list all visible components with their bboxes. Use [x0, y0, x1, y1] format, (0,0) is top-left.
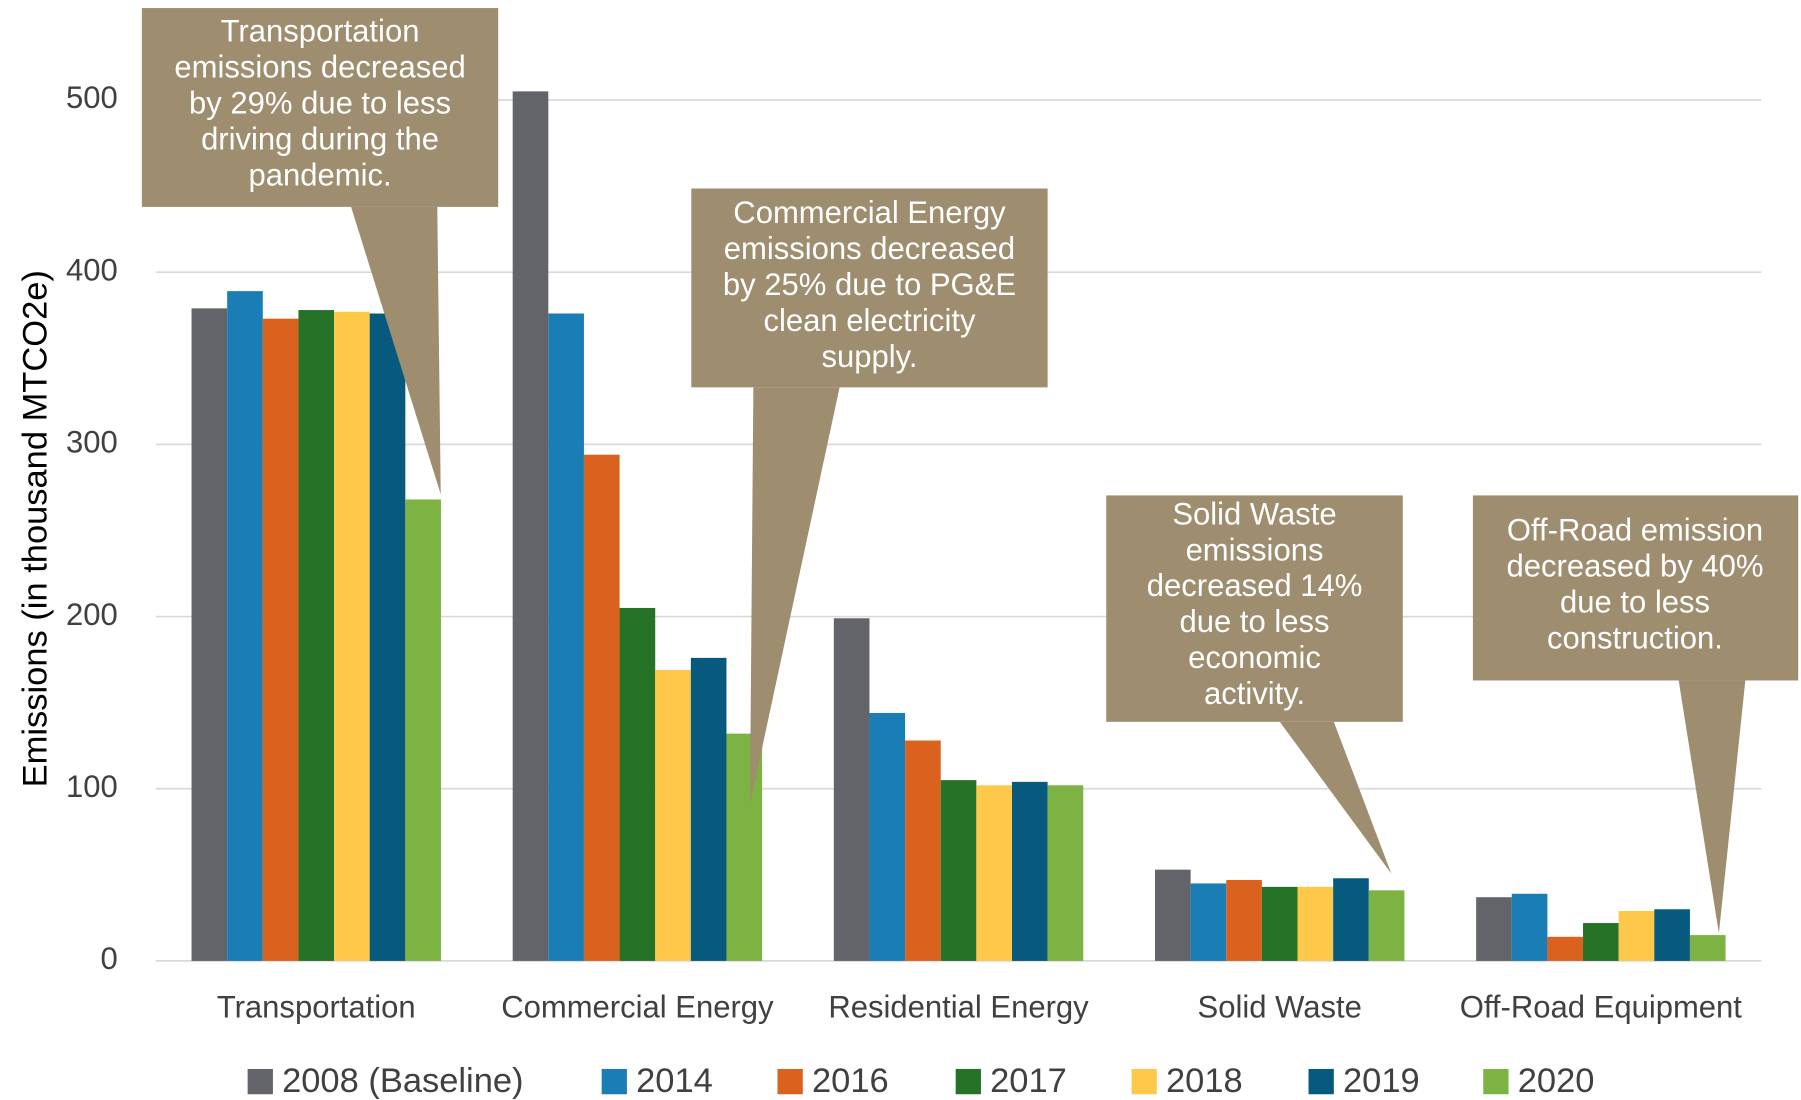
callout-text: Transportation — [221, 14, 420, 49]
callout-text: due to less — [1560, 584, 1710, 619]
legend-label: 2019 — [1343, 1062, 1420, 1100]
callout-text: emissions — [1186, 532, 1324, 567]
y-tick-label: 500 — [66, 80, 118, 115]
bar — [1011, 781, 1048, 961]
x-tick-label: Transportation — [217, 989, 416, 1024]
y-tick-label: 200 — [66, 597, 118, 632]
callout-text: economic — [1188, 640, 1321, 675]
bar — [1261, 886, 1298, 961]
callout-pointer — [351, 206, 441, 495]
bar — [334, 311, 370, 961]
bar — [869, 712, 906, 961]
y-tick-label: 400 — [66, 252, 118, 287]
bar — [833, 618, 870, 961]
bar — [262, 318, 299, 961]
legend-label: 2008 (Baseline) — [282, 1062, 523, 1100]
legend-swatch — [1308, 1068, 1334, 1095]
legend-swatch — [955, 1068, 981, 1095]
legend-label: 2017 — [990, 1062, 1067, 1100]
callout-text: emissions decreased — [174, 50, 465, 85]
callout-text: Commercial Energy — [733, 195, 1006, 230]
bar — [619, 607, 656, 961]
bar — [976, 785, 1012, 961]
legend-swatch — [1131, 1068, 1157, 1095]
bar — [905, 740, 941, 961]
bar — [1476, 897, 1512, 961]
x-tick-label: Commercial Energy — [501, 989, 774, 1024]
legend-label: 2016 — [812, 1062, 889, 1100]
bar — [1190, 883, 1227, 961]
callout-box — [1106, 495, 1403, 722]
callout-text: by 29% due to less — [189, 85, 451, 120]
bar — [298, 310, 335, 961]
callout-text: due to less — [1180, 604, 1330, 639]
callout-text: pandemic. — [248, 157, 391, 192]
bar — [548, 313, 584, 961]
x-tick-label: Solid Waste — [1198, 989, 1362, 1024]
callout-pointer — [749, 387, 840, 805]
bar — [1368, 890, 1405, 961]
bar — [1689, 935, 1726, 961]
callout-box — [1472, 495, 1799, 681]
callout-text: Off-Road emission — [1507, 512, 1763, 547]
bar — [1583, 923, 1619, 961]
bar — [1226, 879, 1262, 961]
bar — [227, 291, 263, 961]
y-axis-label: Emissions (in thousand MTCO2e) — [16, 270, 54, 787]
legend-label: 2018 — [1166, 1062, 1243, 1100]
callout-text: construction. — [1547, 620, 1723, 655]
callout-pointer — [1279, 721, 1392, 874]
bar — [512, 91, 549, 961]
y-tick-label: 0 — [100, 941, 117, 976]
bar — [1511, 893, 1548, 961]
bar — [1297, 886, 1334, 961]
legend-swatch — [601, 1068, 627, 1095]
bar — [1154, 869, 1191, 961]
callout-text: clean electricity — [763, 303, 976, 338]
bar — [1618, 910, 1655, 961]
callout-text: by 25% due to PG&E — [723, 267, 1016, 302]
bar — [940, 780, 977, 961]
x-tick-label: Residential Energy — [828, 989, 1089, 1024]
legend-swatch — [247, 1068, 273, 1095]
legend-swatch — [1483, 1068, 1509, 1095]
callout-pointer — [1678, 680, 1746, 934]
bar — [1547, 936, 1584, 961]
x-tick-label: Off-Road Equipment — [1460, 989, 1743, 1024]
bar — [369, 313, 406, 961]
callout-text: supply. — [821, 339, 917, 374]
bar — [405, 499, 441, 961]
callout-box — [691, 188, 1048, 388]
y-tick-label: 100 — [66, 769, 118, 804]
bar — [191, 308, 228, 961]
callout-text: emissions decreased — [724, 231, 1015, 266]
callout-text: activity. — [1204, 676, 1305, 711]
bar — [690, 657, 727, 961]
callout-text: decreased by 40% — [1507, 548, 1764, 583]
y-tick-label: 300 — [66, 425, 118, 460]
bar — [1654, 909, 1690, 961]
bar — [1333, 878, 1369, 961]
legend-swatch — [777, 1068, 803, 1095]
callout-text: Solid Waste — [1172, 496, 1336, 531]
bar — [583, 454, 620, 961]
legend-label: 2014 — [636, 1062, 713, 1100]
bar — [1047, 785, 1084, 961]
bar — [655, 669, 691, 961]
callout-text: decreased 14% — [1147, 568, 1363, 603]
legend-label: 2020 — [1518, 1062, 1595, 1100]
callout-text: driving during the — [201, 121, 439, 156]
callout-box — [141, 8, 499, 207]
